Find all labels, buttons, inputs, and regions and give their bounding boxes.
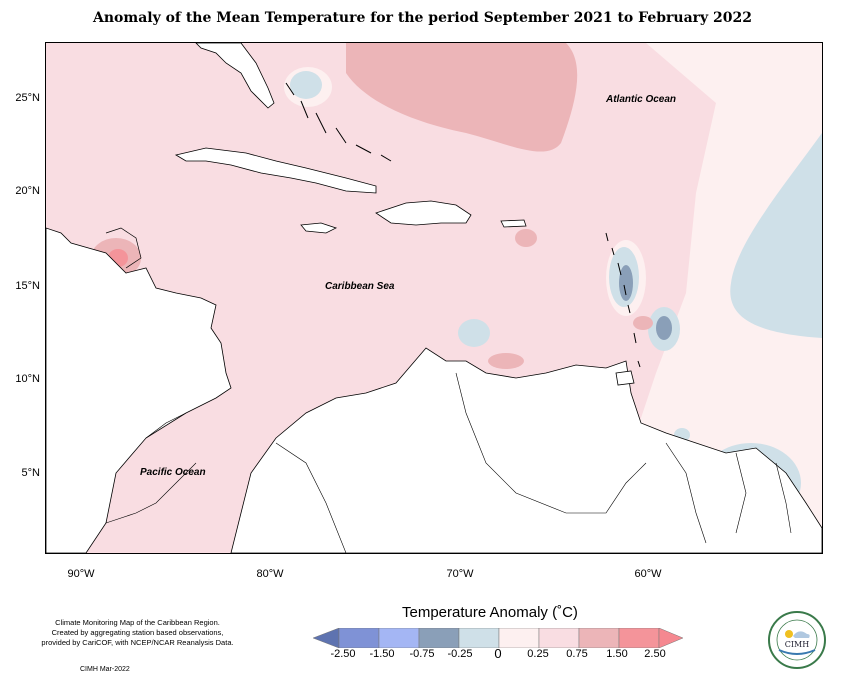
legend-tick-8: 2.50: [644, 648, 666, 660]
legend-tick-0: -2.50: [330, 648, 356, 660]
atlantic-ocean-label: Atlantic Ocean: [606, 94, 677, 105]
legend-tick-7: 1.50: [606, 648, 628, 660]
legend-tick-4: 0: [494, 646, 502, 661]
sun-icon: [785, 630, 793, 638]
legend-tick-3: -0.25: [447, 648, 473, 660]
credits-line-2: Created by aggregating station based obs…: [51, 628, 224, 637]
legend-swatch-1: [338, 628, 380, 648]
legend-colorbar: [313, 628, 683, 648]
credits-line-1: Climate Monitoring Map of the Caribbean …: [55, 618, 220, 627]
legend-swatch-9: [658, 628, 683, 648]
lon-label-70w: 70°W: [446, 568, 474, 580]
legend-title: Temperature Anomaly (˚C): [402, 604, 578, 621]
lat-label-25n: 25°N: [15, 92, 40, 104]
pacific-ocean-label: Pacific Ocean: [140, 467, 206, 478]
lon-label-60w: 60°W: [634, 568, 662, 580]
lat-label-5n: 5°N: [21, 467, 40, 479]
lat-label-10n: 10°N: [15, 373, 40, 385]
legend-swatch-7: [578, 628, 620, 648]
legend-tick-6: 0.75: [566, 648, 588, 660]
caribbean-sea-label: Caribbean Sea: [325, 281, 395, 292]
cloud-icon: [793, 631, 810, 638]
lon-label-90w: 90°W: [67, 568, 95, 580]
legend-swatch-4: [458, 628, 500, 648]
credits-line-3: provided by CariCOF, with NCEP/NCAR Rean…: [41, 638, 234, 647]
logo-text: CIMH: [785, 640, 809, 649]
cimh-logo: CIMH: [768, 611, 826, 669]
map-credits: Climate Monitoring Map of the Caribbean …: [30, 618, 245, 648]
lat-label-15n: 15°N: [15, 280, 40, 292]
anomaly-map: [45, 42, 823, 554]
legend-swatch-6: [538, 628, 580, 648]
map-canvas: [46, 43, 822, 553]
legend-tick-1: -1.50: [369, 648, 395, 660]
legend-tick-2: -0.75: [409, 648, 435, 660]
legend-swatch-5: [498, 628, 540, 648]
lon-label-80w: 80°W: [256, 568, 284, 580]
map-title: Anomaly of the Mean Temperature for the …: [93, 10, 752, 26]
lat-label-20n: 20°N: [15, 185, 40, 197]
legend-swatch-2: [378, 628, 420, 648]
legend-swatch-3: [418, 628, 460, 648]
legend-swatch-8: [618, 628, 660, 648]
credits-date: CIMH Mar-2022: [80, 666, 130, 673]
legend-swatch-0: [313, 628, 340, 648]
legend-tick-5: 0.25: [527, 648, 549, 660]
